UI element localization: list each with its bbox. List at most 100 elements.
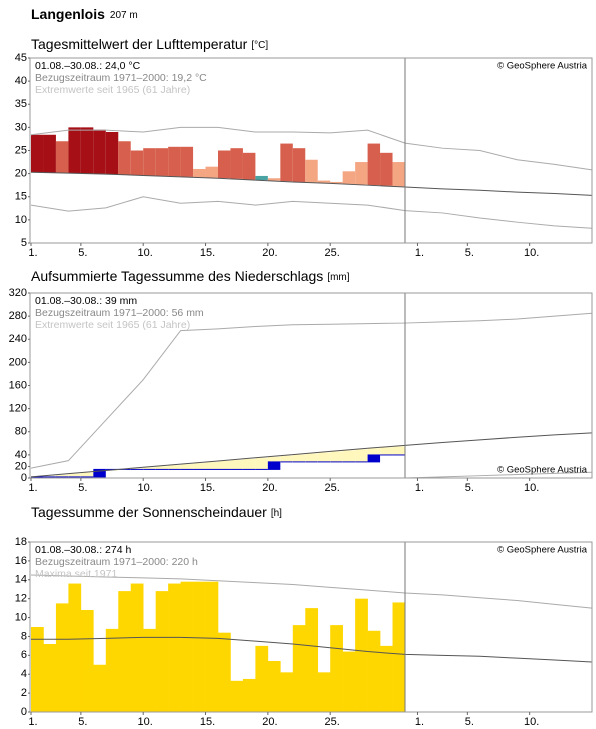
x-tick-label: 5. [465,716,474,728]
increment [205,468,218,470]
deficit [317,452,331,463]
increment [118,468,131,470]
x-tick-label: 1. [415,716,424,728]
x-tick-label: 20. [262,482,277,494]
x-tick-label: 10. [138,482,153,494]
y-tick-label: 40 [15,75,27,87]
y-tick-label: 18 [15,536,27,548]
bar [280,672,294,712]
bar [317,180,331,183]
increment [305,461,318,463]
bar [330,625,343,712]
x-tick-label: 5. [78,716,87,728]
x-tick-label: 10. [138,716,153,728]
bar [305,608,319,712]
y-tick-label: 20 [15,460,27,472]
unit: [h] [271,508,282,519]
copyright: © GeoSphere Austria [497,465,588,476]
x-tick-label: 20. [262,247,277,259]
normal-line [30,171,593,196]
copyright: © GeoSphere Austria [497,545,588,556]
y-tick-label: 12 [15,593,27,605]
increment [93,468,106,478]
x-tick-label: 5. [465,247,474,259]
bar [367,630,381,712]
bar [105,132,119,175]
bar [392,162,405,187]
bar [392,602,406,712]
extremes: Extremwerte seit 1965 (61 Jahre) [35,84,190,96]
deficit [55,474,69,478]
bar [193,581,206,712]
bar [168,583,181,712]
bar [292,625,306,712]
x-tick-label: 25. [325,247,340,259]
plot-frame [29,541,593,713]
x-tick-label: 1. [28,716,37,728]
y-tick-label: 35 [15,98,27,110]
chart-title: Aufsummierte Tagessumme des Niederschlag… [31,268,350,284]
maximum-line [30,574,593,609]
summary: 01.08.–30.08.: 24,0 °C [35,60,141,72]
y-tick-label: 20 [15,168,27,180]
y-tick-label: 240 [9,333,27,345]
y-tick-label: 14 [15,574,27,586]
increment [130,468,144,470]
bar [342,651,356,712]
bar [55,141,69,173]
x-tick-label: 25. [325,482,340,494]
unit: [mm] [327,272,349,283]
x-tick-label: 1. [28,482,37,494]
bar [267,661,281,712]
deficit [80,472,94,478]
bar [317,672,331,712]
y-tick-label: 40 [15,449,27,461]
title-text: Tagesmittelwert der Lufttemperatur [31,36,248,52]
increment [355,461,368,463]
y-tick-label: 0 [21,706,27,718]
deficit [280,455,293,463]
deficit [305,453,318,463]
deficit [193,463,206,470]
increment [392,454,405,456]
bar [218,632,231,712]
deficit [143,467,156,470]
bar [43,644,57,712]
y-tick-label: 16 [15,555,27,567]
bar [218,150,231,179]
increment [68,476,81,478]
y-tick-label: 320 [9,287,27,299]
bar [255,175,268,181]
bar [68,583,82,712]
maximum-line [30,312,593,469]
chart-title: Tagessumme der Sonnenscheindauer [h] [31,504,282,520]
bar [242,678,256,712]
increment [242,468,256,470]
deficit [155,466,169,470]
x-tick-label: 1. [415,482,424,494]
bar [155,591,169,712]
x-tick-label: 15. [200,482,215,494]
bar [68,127,81,174]
increment [255,468,268,470]
increment [80,476,94,478]
bar [255,645,269,712]
bar [230,148,243,179]
increment [105,468,119,470]
bar [242,152,256,180]
x-tick-label: 5. [78,247,87,259]
y-tick-label: 25 [15,144,27,156]
increment [317,461,331,463]
elevation: 207 m [110,10,138,21]
increment [155,468,169,470]
minimum-line [30,196,593,229]
increment [218,468,231,470]
increment [380,454,393,456]
bar [143,628,156,712]
increment [55,476,69,478]
increment [292,461,306,463]
header: Langenlois 207 m [31,6,138,22]
summary: 01.08.–30.08.: 274 h [35,544,131,556]
x-tick-label: 10. [524,247,539,259]
